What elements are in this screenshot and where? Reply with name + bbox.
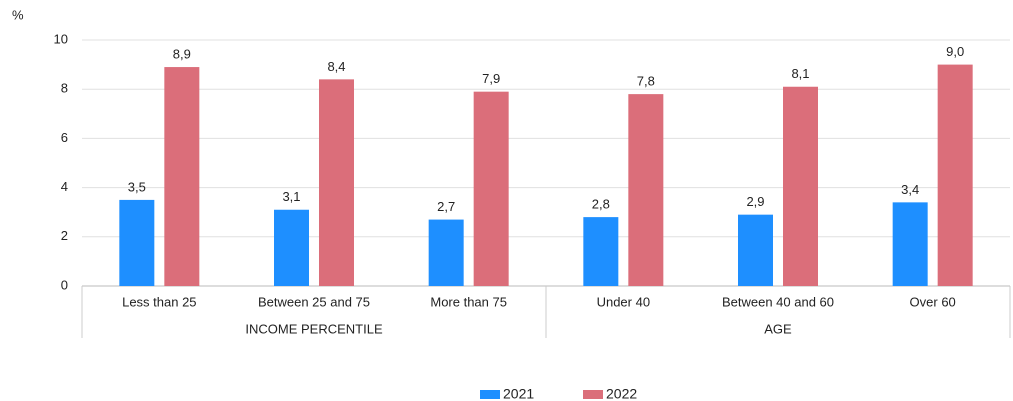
- x-tick-label: Between 25 and 75: [258, 294, 370, 309]
- bar: [319, 79, 354, 286]
- y-tick-label: 6: [61, 130, 68, 145]
- value-label: 8,9: [173, 46, 191, 61]
- value-label: 3,5: [128, 179, 146, 194]
- bar: [738, 214, 773, 286]
- group-label: INCOME PERCENTILE: [245, 321, 383, 336]
- legend-label: 2021: [503, 386, 534, 401]
- group-label: AGE: [764, 321, 792, 336]
- bar: [937, 64, 973, 286]
- value-label: 7,9: [482, 71, 500, 86]
- value-label: 2,7: [437, 199, 455, 214]
- bar: [274, 209, 309, 286]
- x-tick-label: Between 40 and 60: [722, 294, 834, 309]
- bar: [628, 94, 664, 287]
- x-tick-label: Over 60: [910, 294, 956, 309]
- value-label: 7,8: [637, 74, 655, 89]
- x-tick-label: More than 75: [430, 294, 507, 309]
- legend-label: 2022: [606, 386, 637, 401]
- y-tick-label: 8: [61, 81, 68, 96]
- x-tick-label: Under 40: [597, 294, 650, 309]
- bar: [583, 217, 619, 286]
- y-tick-label: 0: [61, 277, 68, 292]
- y-axis-label: %: [12, 7, 24, 22]
- y-tick-label: 10: [54, 31, 68, 46]
- value-label: 3,1: [282, 189, 300, 204]
- value-label: 2,9: [746, 194, 764, 209]
- y-tick-label: 4: [61, 179, 68, 194]
- bar: [783, 86, 818, 287]
- x-tick-label: Less than 25: [122, 294, 196, 309]
- value-label: 9,0: [946, 44, 964, 59]
- bar: [119, 199, 155, 286]
- bar: [164, 67, 200, 286]
- bar: [473, 91, 509, 286]
- bar: [892, 202, 928, 286]
- value-label: 8,4: [327, 59, 345, 74]
- y-tick-label: 2: [61, 228, 68, 243]
- value-label: 2,8: [592, 197, 610, 212]
- value-label: 8,1: [791, 66, 809, 81]
- bar: [428, 219, 464, 286]
- legend-swatch: [583, 390, 603, 399]
- legend-swatch: [480, 390, 500, 399]
- value-label: 3,4: [901, 182, 919, 197]
